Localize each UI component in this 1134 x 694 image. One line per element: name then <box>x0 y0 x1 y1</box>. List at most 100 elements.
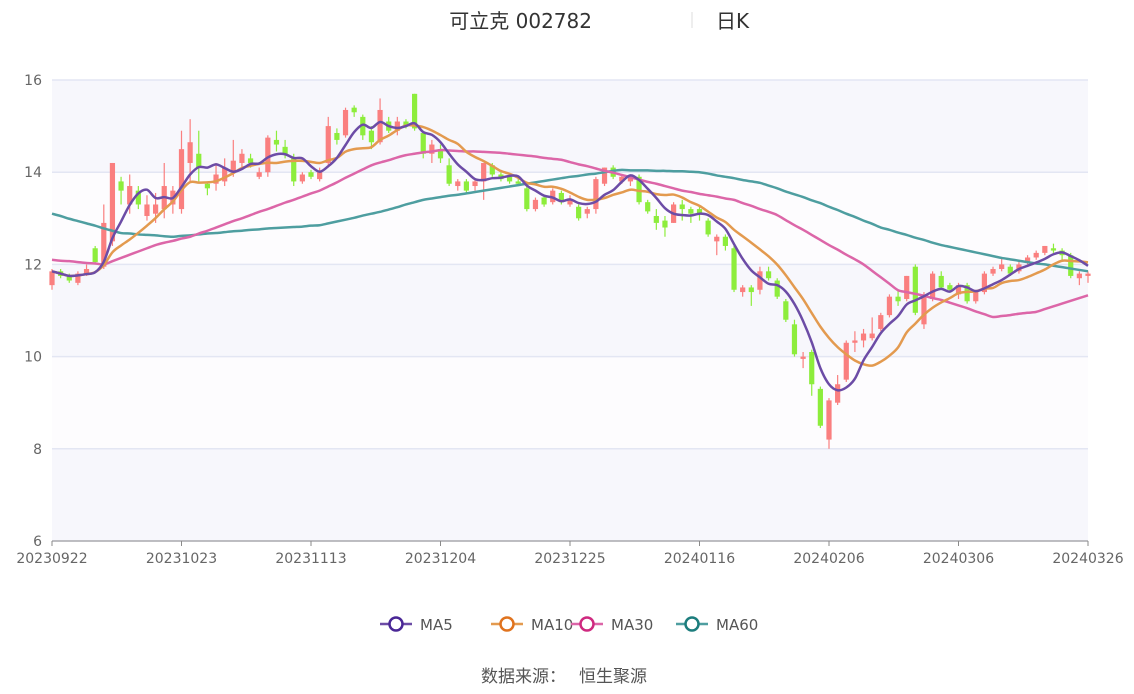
candle-body <box>291 158 297 182</box>
candle-body <box>239 153 245 163</box>
source-label: 数据来源： <box>481 667 566 687</box>
legend-label: MA60 <box>716 616 758 634</box>
candle-body <box>317 172 323 180</box>
candle-down <box>196 130 202 182</box>
candle-down <box>334 128 340 145</box>
candle-body <box>92 248 98 263</box>
candle-body <box>705 220 711 235</box>
candle-body <box>947 285 953 290</box>
plot-band <box>52 80 1088 173</box>
candle-down <box>722 234 728 251</box>
ma-lines <box>51 120 1089 392</box>
candle-body <box>912 266 918 313</box>
candle-up <box>317 167 323 182</box>
candle-body <box>360 116 366 136</box>
candle-body <box>420 133 426 154</box>
candle-body <box>437 149 444 159</box>
candle-body <box>109 162 116 242</box>
candle-body <box>1007 266 1013 274</box>
candle-up <box>800 351 806 369</box>
candle-down <box>351 105 357 117</box>
candle-down <box>705 218 711 237</box>
candle-body <box>101 222 107 267</box>
candle-down <box>446 158 452 187</box>
candle-body <box>1076 273 1082 279</box>
candle-body <box>886 296 893 316</box>
y-tick-label: 12 <box>24 257 42 273</box>
candle-body <box>541 197 547 205</box>
candle-up <box>740 285 746 297</box>
candle-down <box>576 204 582 221</box>
legend-marker-icon <box>684 616 700 632</box>
candle-body <box>127 186 133 205</box>
candle-body <box>342 109 349 136</box>
candle-body <box>403 121 409 127</box>
candle-up <box>852 331 858 352</box>
candle-body <box>860 333 867 341</box>
candle-body <box>368 130 375 143</box>
y-tick-label: 14 <box>24 165 42 181</box>
candle-body <box>1042 245 1048 253</box>
candle-up <box>1042 245 1048 256</box>
candle-body <box>774 280 780 297</box>
candle-body <box>765 271 772 279</box>
candle-body <box>619 176 625 182</box>
x-tick-label: 20240306 <box>923 551 994 567</box>
candle-body <box>351 107 357 113</box>
candle-body <box>135 190 141 205</box>
plot-bands <box>52 80 1088 541</box>
candle-up <box>1076 271 1082 286</box>
plot-band <box>52 356 1088 449</box>
candle-body <box>576 206 582 219</box>
candle-body <box>843 342 849 380</box>
legend-marker-icon <box>388 616 404 632</box>
candle-down <box>463 179 469 193</box>
candles <box>49 93 1091 449</box>
x-tick-label: 20240206 <box>793 551 864 567</box>
y-tick-label: 6 <box>33 534 42 550</box>
candle-body <box>325 126 331 163</box>
y-tick-label: 8 <box>33 442 42 458</box>
candle-body <box>835 384 841 403</box>
candle-up <box>999 257 1005 272</box>
x-tick-label: 20231113 <box>275 551 346 567</box>
stock-title: 可立克 002782 <box>449 9 592 33</box>
candle-body <box>455 181 461 187</box>
legend-item-ma10: MA10 <box>491 616 573 634</box>
candle-body <box>153 204 159 214</box>
candle-body <box>75 273 81 283</box>
candle-body <box>740 287 746 293</box>
candle-body <box>981 273 987 293</box>
period-label: 日K <box>716 9 750 33</box>
candle-down <box>679 199 685 221</box>
candle-body <box>800 356 806 359</box>
candle-body <box>662 220 668 228</box>
candle-body <box>921 294 927 325</box>
candle-down <box>662 215 668 237</box>
candle-up <box>178 130 185 214</box>
legend-label: MA5 <box>420 616 453 634</box>
candle-body <box>938 275 944 288</box>
plot-band <box>52 172 1088 265</box>
candle-body <box>990 269 996 274</box>
candle-body <box>1050 248 1057 251</box>
data-source: 数据来源： 恒生聚源 <box>481 667 647 687</box>
candle-up <box>878 312 884 332</box>
y-tick-label: 16 <box>24 73 42 89</box>
candle-down <box>92 245 98 265</box>
candle-up <box>222 158 228 187</box>
candle-up <box>394 116 400 136</box>
x-tick-label: 20240116 <box>664 551 735 567</box>
candle-up <box>144 195 150 221</box>
candle-body <box>964 285 970 302</box>
legend-marker-icon <box>579 616 595 632</box>
candle-down <box>118 176 124 205</box>
candle-up <box>904 275 910 302</box>
candle-up <box>299 172 305 184</box>
candle-body <box>696 209 703 214</box>
candle-body <box>515 181 521 184</box>
candle-up <box>1085 271 1091 283</box>
candle-down <box>653 209 659 230</box>
candle-down <box>420 130 426 159</box>
candle-down <box>204 181 210 196</box>
